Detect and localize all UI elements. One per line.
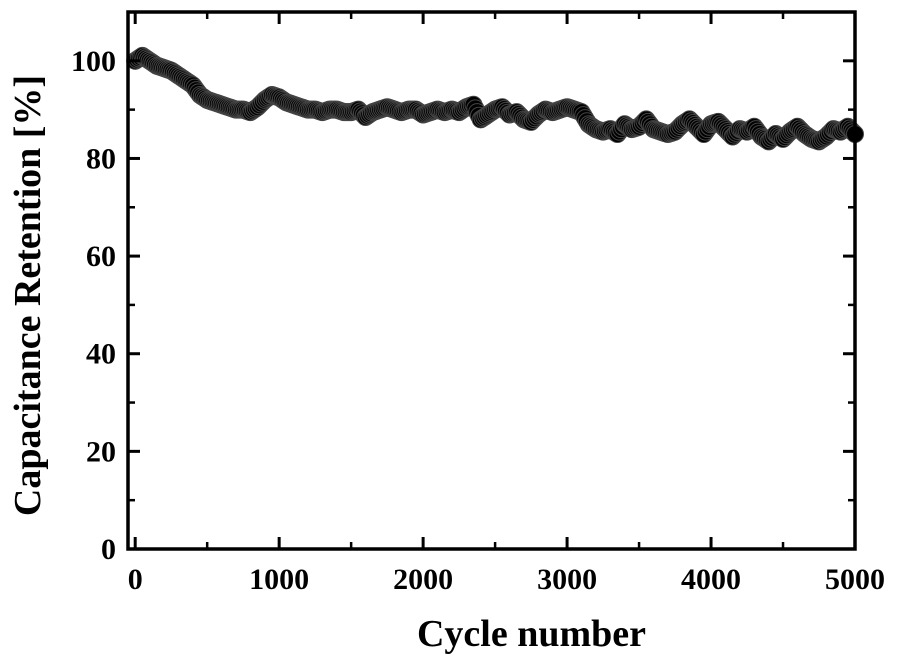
y-tick-label: 20 <box>86 435 116 468</box>
y-axis-ticks <box>128 59 855 551</box>
x-axis-label: Cycle number <box>417 613 646 655</box>
x-tick-label: 0 <box>128 563 143 596</box>
data-points <box>126 46 864 151</box>
x-tick-label: 2000 <box>393 563 453 596</box>
y-tick-label: 40 <box>86 338 116 371</box>
plot-frame <box>126 10 857 551</box>
y-tick-label: 100 <box>71 45 116 78</box>
x-tick-label: 5000 <box>825 563 885 596</box>
y-tick-label: 80 <box>86 142 116 175</box>
x-axis-ticks <box>133 12 857 549</box>
x-tick-label: 4000 <box>681 563 741 596</box>
y-axis-label: Capacitance Retention [%] <box>7 75 49 516</box>
y-tick-label: 0 <box>101 533 116 566</box>
y-tick-labels: 0 20 40 60 80 100 <box>71 45 116 566</box>
x-tick-label: 1000 <box>249 563 309 596</box>
x-tick-label: 3000 <box>537 563 597 596</box>
y-tick-label: 60 <box>86 240 116 273</box>
x-tick-labels: 0 1000 2000 3000 4000 5000 <box>128 563 885 596</box>
